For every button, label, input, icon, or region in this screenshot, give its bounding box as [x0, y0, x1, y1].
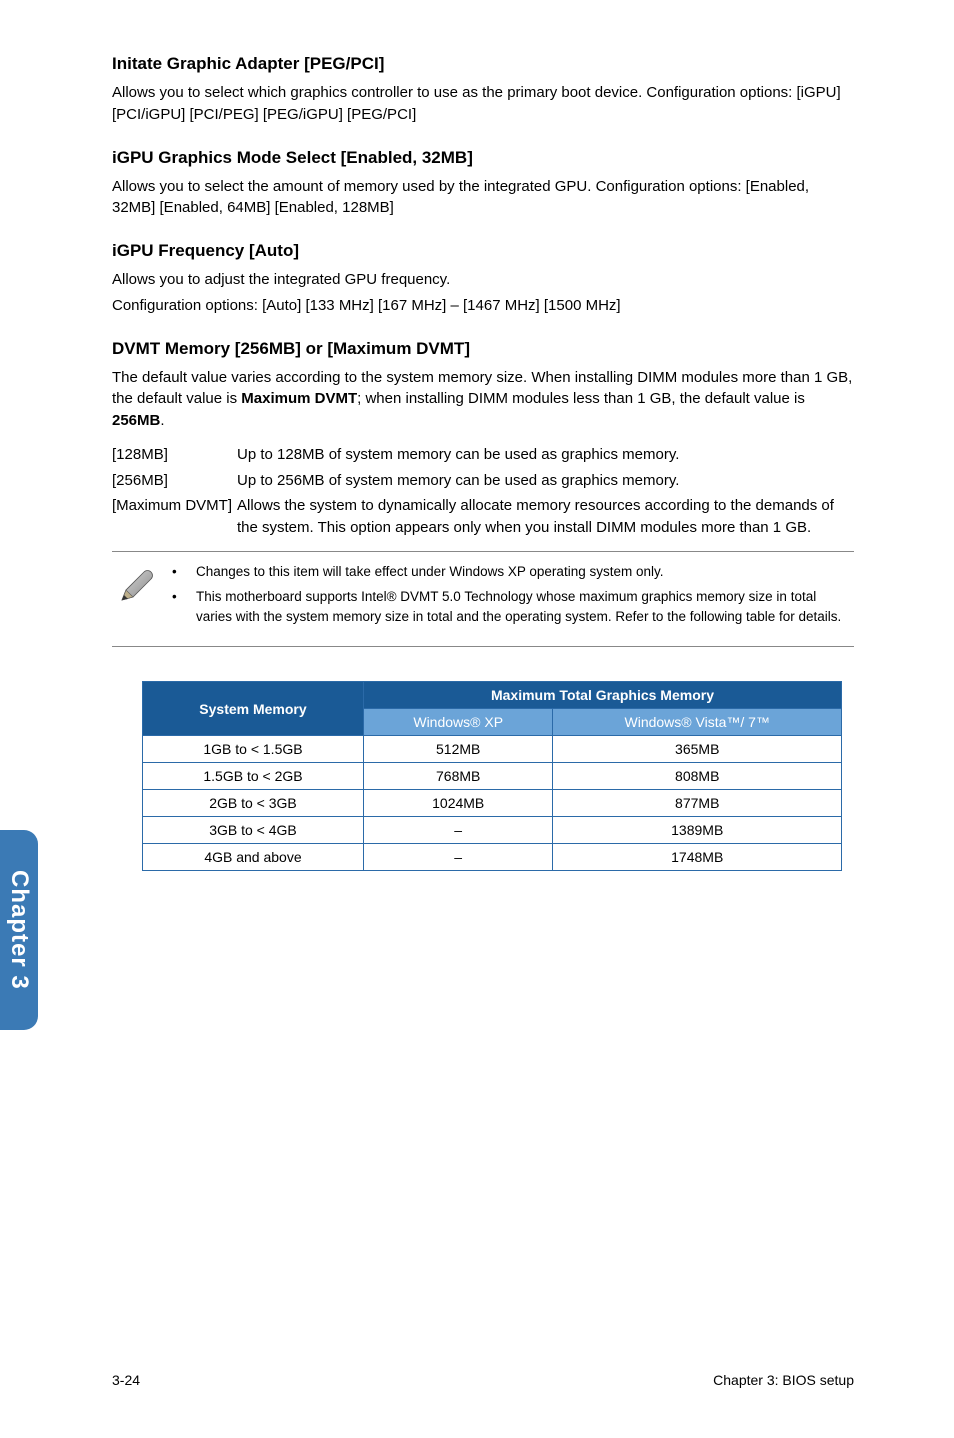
- section-heading: iGPU Graphics Mode Select [Enabled, 32MB…: [112, 148, 854, 168]
- table-header-xp: Windows® XP: [363, 709, 553, 736]
- option-row: [256MB] Up to 256MB of system memory can…: [112, 470, 854, 492]
- option-label: [128MB]: [112, 444, 237, 466]
- pencil-icon: [112, 562, 172, 611]
- option-desc: Up to 256MB of system memory can be used…: [237, 470, 854, 492]
- intro-bold: Maximum DVMT: [241, 390, 357, 407]
- table-cell: 4GB and above: [143, 844, 364, 871]
- note-item: • Changes to this item will take effect …: [172, 562, 854, 582]
- page-footer: 3-24 Chapter 3: BIOS setup: [112, 1372, 854, 1388]
- table-cell: 512MB: [363, 736, 553, 763]
- note-body: • Changes to this item will take effect …: [172, 562, 854, 633]
- option-label: [256MB]: [112, 470, 237, 492]
- table-cell: 808MB: [553, 763, 842, 790]
- table-row: 1.5GB to < 2GB 768MB 808MB: [143, 763, 842, 790]
- page-content: Initate Graphic Adapter [PEG/PCI] Allows…: [0, 0, 954, 871]
- table-header-max: Maximum Total Graphics Memory: [363, 682, 841, 709]
- bullet-icon: •: [172, 587, 196, 626]
- graphics-memory-table: System Memory Maximum Total Graphics Mem…: [142, 681, 842, 871]
- note-block: • Changes to this item will take effect …: [112, 551, 854, 648]
- intro-bold: 256MB: [112, 412, 160, 429]
- body-text: Allows you to select the amount of memor…: [112, 176, 854, 220]
- section-heading: iGPU Frequency [Auto]: [112, 241, 854, 261]
- option-desc: Up to 128MB of system memory can be used…: [237, 444, 854, 466]
- table-row: 2GB to < 3GB 1024MB 877MB: [143, 790, 842, 817]
- option-row: [Maximum DVMT] Allows the system to dyna…: [112, 495, 854, 539]
- table-cell: 2GB to < 3GB: [143, 790, 364, 817]
- note-text: Changes to this item will take effect un…: [196, 562, 854, 582]
- table-cell: 877MB: [553, 790, 842, 817]
- table-cell: 365MB: [553, 736, 842, 763]
- note-text: This motherboard supports Intel® DVMT 5.…: [196, 587, 854, 626]
- table-cell: 768MB: [363, 763, 553, 790]
- chapter-label: Chapter 3: BIOS setup: [713, 1372, 854, 1388]
- bullet-icon: •: [172, 562, 196, 582]
- table-header-vista: Windows® Vista™/ 7™: [553, 709, 842, 736]
- option-desc: Allows the system to dynamically allocat…: [237, 495, 854, 539]
- table-cell: –: [363, 817, 553, 844]
- table-cell: 1GB to < 1.5GB: [143, 736, 364, 763]
- body-text: Allows you to select which graphics cont…: [112, 82, 854, 126]
- table-row: 1GB to < 1.5GB 512MB 365MB: [143, 736, 842, 763]
- table-cell: 1.5GB to < 2GB: [143, 763, 364, 790]
- note-item: • This motherboard supports Intel® DVMT …: [172, 587, 854, 626]
- table-row: 3GB to < 4GB – 1389MB: [143, 817, 842, 844]
- chapter-tab: Chapter 3: [0, 830, 38, 1030]
- page-number: 3-24: [112, 1372, 140, 1388]
- intro-text: .: [160, 412, 164, 429]
- body-text: The default value varies according to th…: [112, 367, 854, 432]
- table-cell: –: [363, 844, 553, 871]
- table-cell: 3GB to < 4GB: [143, 817, 364, 844]
- table-row: 4GB and above – 1748MB: [143, 844, 842, 871]
- table-cell: 1024MB: [363, 790, 553, 817]
- option-row: [128MB] Up to 128MB of system memory can…: [112, 444, 854, 466]
- body-text: Configuration options: [Auto] [133 MHz] …: [112, 295, 854, 317]
- option-label: [Maximum DVMT]: [112, 495, 237, 539]
- intro-text: ; when installing DIMM modules less than…: [357, 390, 805, 407]
- body-text: Allows you to adjust the integrated GPU …: [112, 269, 854, 291]
- table-cell: 1389MB: [553, 817, 842, 844]
- section-heading: Initate Graphic Adapter [PEG/PCI]: [112, 54, 854, 74]
- section-heading: DVMT Memory [256MB] or [Maximum DVMT]: [112, 339, 854, 359]
- table-header-system: System Memory: [143, 682, 364, 736]
- table-cell: 1748MB: [553, 844, 842, 871]
